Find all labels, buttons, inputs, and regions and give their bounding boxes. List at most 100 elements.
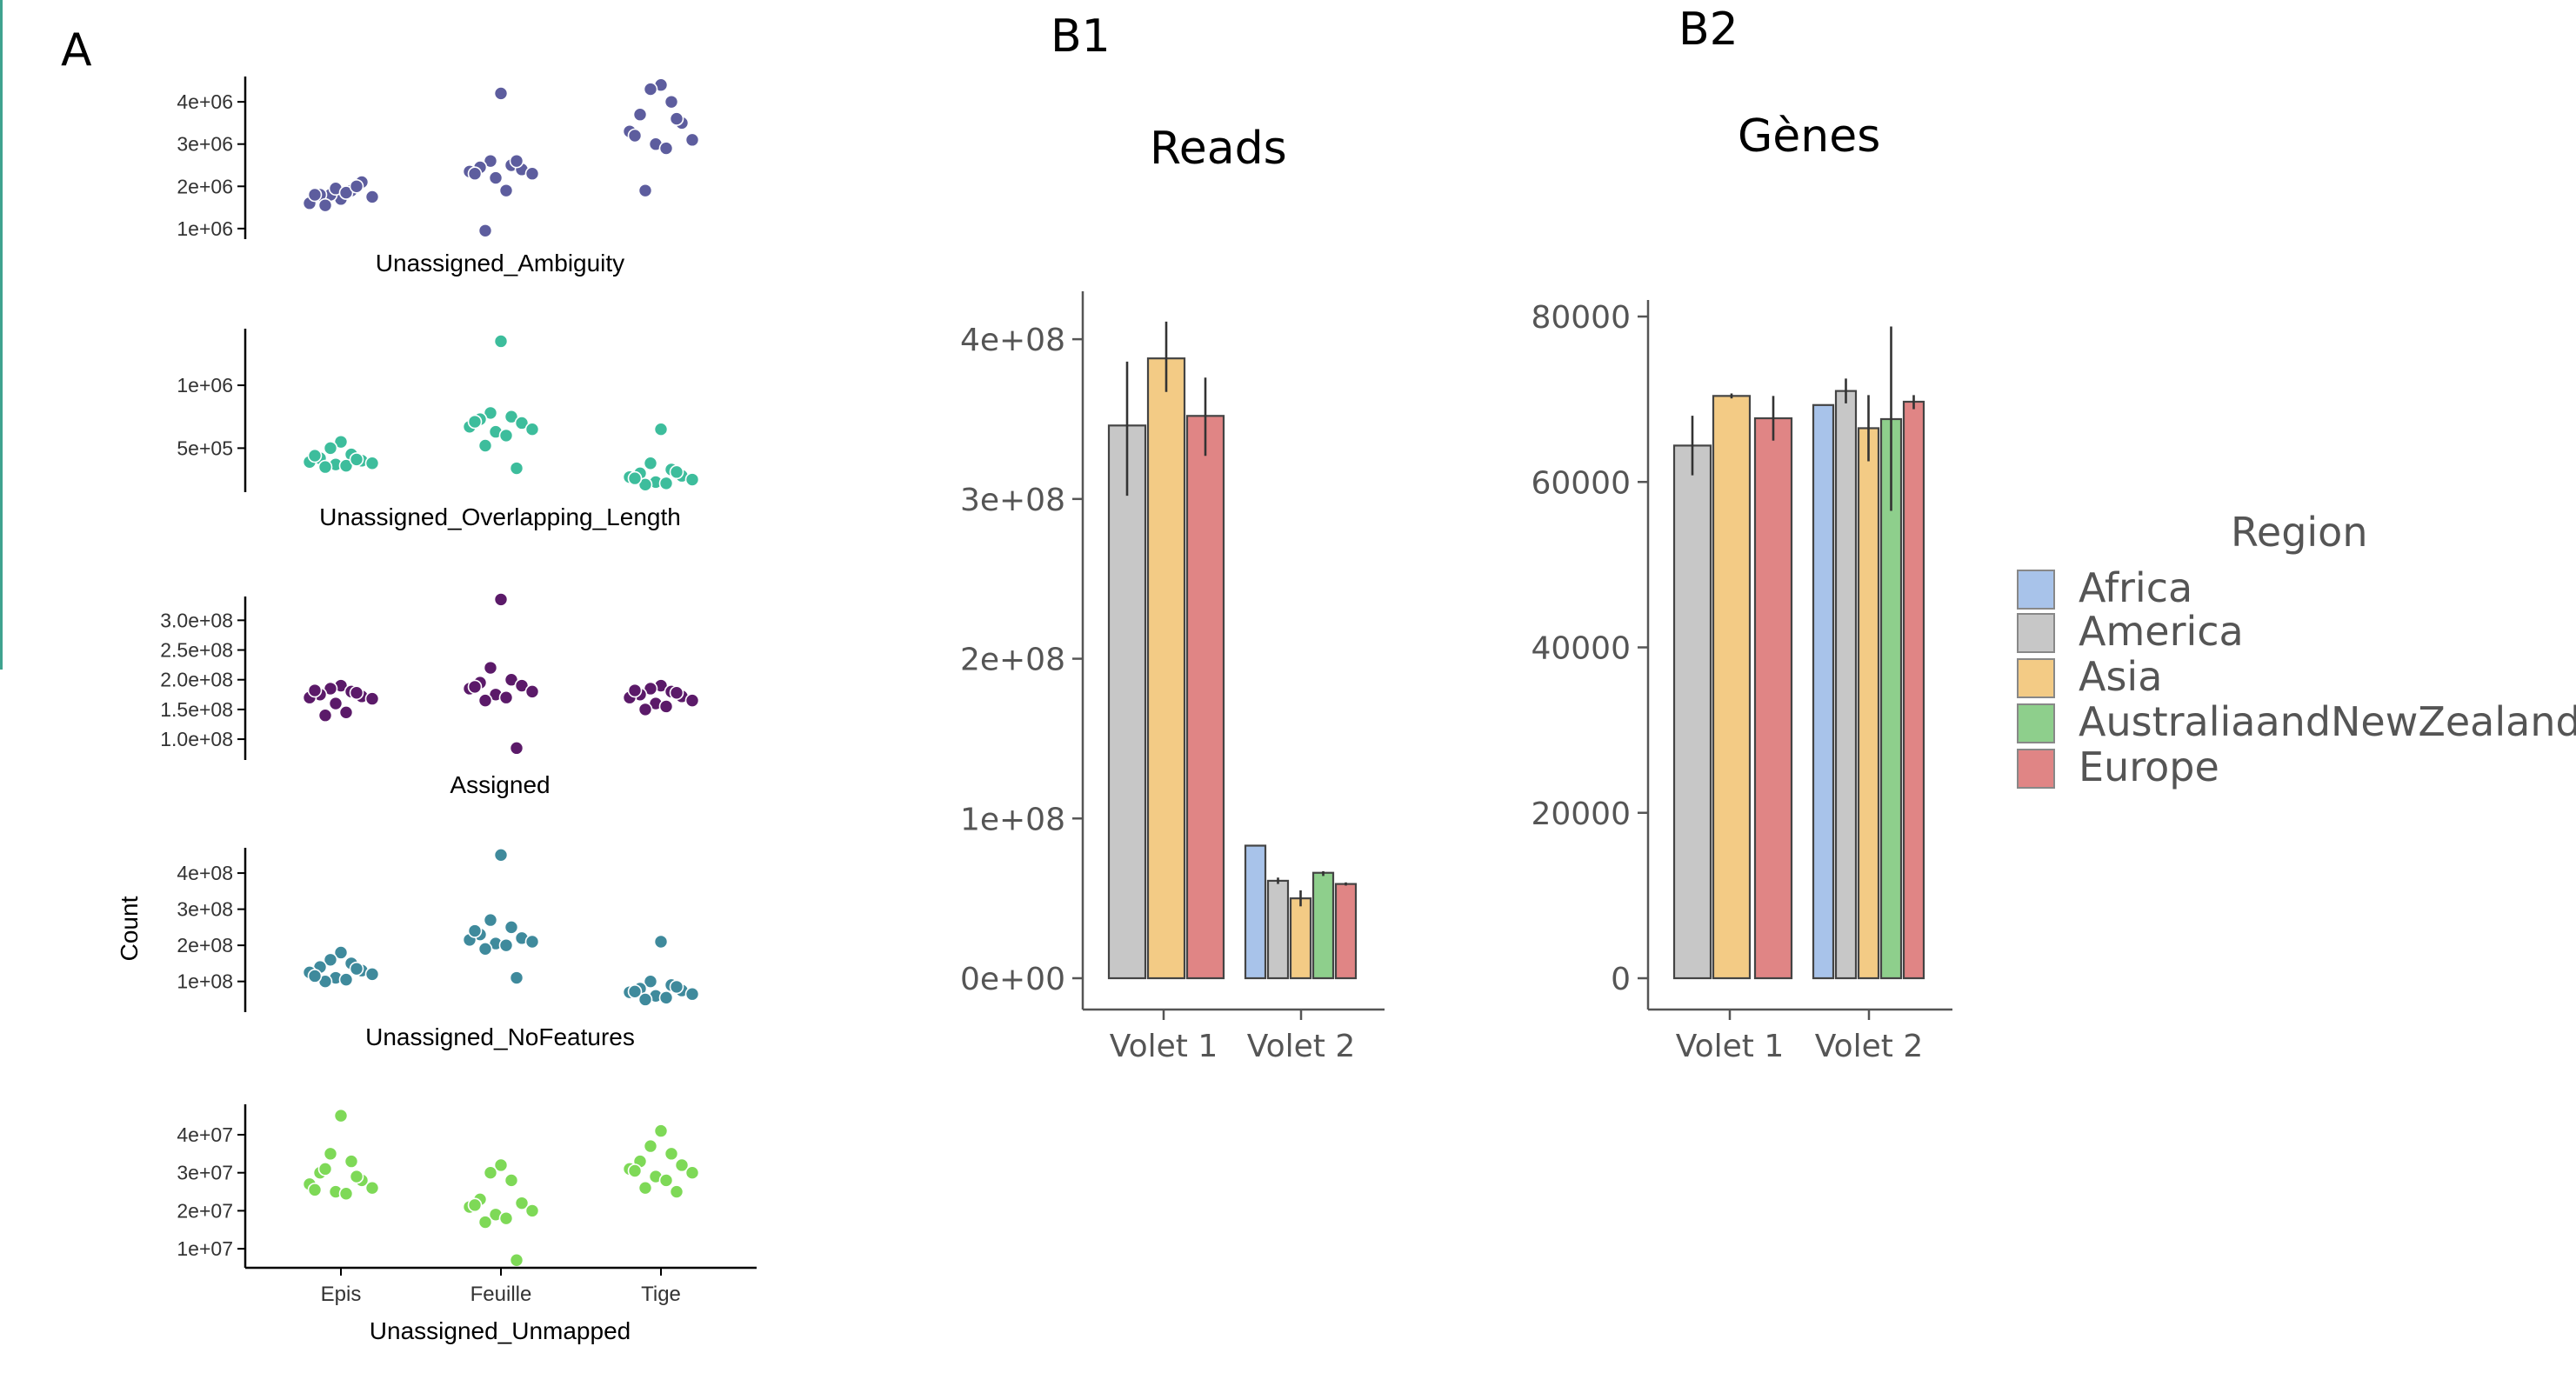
bar-chart-genes: 80000 60000 40000 20000 0 Volet 1 Volet 2 Gènes: [1531, 110, 1952, 1064]
y-tick-label: 2e+06: [177, 175, 233, 197]
data-point: [344, 1154, 359, 1169]
data-point: [684, 1165, 700, 1180]
data-point: [643, 456, 658, 471]
data-point: [684, 693, 700, 708]
data-point: [684, 132, 700, 148]
bar: [1834, 390, 1858, 980]
data-point: [498, 1210, 514, 1226]
data-point: [483, 405, 498, 421]
x-tick-label: Feuille: [470, 1283, 532, 1306]
data-point: [658, 141, 674, 156]
data-point: [323, 441, 338, 456]
data-point: [493, 848, 509, 863]
y-tick-label: 2e+07: [177, 1199, 233, 1222]
y-tick-label: 2e+08: [177, 934, 233, 956]
data-point: [498, 937, 514, 953]
legend: Region AfricaAmericaAsiaAustraliaandNewZe…: [2017, 509, 2576, 790]
data-point: [467, 1197, 483, 1213]
strip-title: Assigned: [450, 771, 550, 798]
data-point: [653, 1123, 669, 1138]
data-point: [307, 187, 323, 203]
data-point: [509, 741, 524, 756]
data-point: [669, 979, 684, 995]
data-point: [467, 679, 483, 695]
data-point: [317, 459, 333, 475]
strip-chart-3: 3.0e+08 2.5e+08 2.0e+08 1.5e+08 1.0e+08 Assig…: [160, 592, 700, 798]
panel-label-b1: B1: [1051, 10, 1111, 63]
data-point: [669, 685, 684, 701]
data-point: [323, 952, 338, 968]
data-point: [477, 942, 493, 956]
data-point: [323, 1146, 338, 1162]
x-tick-label: Epis: [321, 1283, 362, 1306]
y-tick-label: 1.0e+08: [160, 728, 233, 750]
data-point: [493, 1157, 509, 1173]
legend-swatch: [2017, 703, 2055, 743]
data-point: [483, 660, 498, 676]
y-tick-label: 60000: [1531, 465, 1631, 501]
data-point: [349, 961, 364, 976]
data-point: [307, 683, 323, 698]
data-point: [637, 183, 653, 198]
data-point: [317, 708, 333, 723]
data-point: [658, 990, 674, 1005]
data-point: [664, 94, 679, 110]
legend-item-africa: Africa: [2017, 564, 2192, 611]
strip-title: Unassigned_Ambiguity: [376, 250, 624, 277]
bar-chart-reads: 4e+08 3e+08 2e+08 1e+08 0e+00 Volet 1 Volet 2 R…: [960, 123, 1385, 1064]
data-point: [509, 461, 524, 476]
legend-swatch: [2017, 658, 2055, 698]
data-point: [637, 477, 653, 492]
data-point: [488, 170, 504, 185]
y-tick-label: 20000: [1531, 796, 1631, 832]
data-point: [627, 984, 643, 999]
bar: [1753, 417, 1793, 980]
y-tick-label: 2e+08: [960, 643, 1065, 678]
data-point: [483, 153, 498, 169]
data-point: [643, 82, 658, 97]
x-tick-label: Volet 2: [1247, 1029, 1355, 1064]
x-tick-label: Volet 1: [1110, 1029, 1218, 1064]
data-point: [509, 1252, 524, 1268]
data-point: [483, 1165, 498, 1180]
strip-chart-2: 1e+06 5e+05 Unassigned_Overlapping_Length: [177, 329, 700, 530]
data-point: [477, 1215, 493, 1230]
legend-swatch: [2017, 570, 2055, 610]
data-point: [333, 1108, 349, 1123]
data-point: [467, 166, 483, 182]
data-point: [627, 683, 643, 698]
y-tick-label: 4e+07: [177, 1123, 233, 1146]
y-tick-label: 1e+08: [177, 970, 233, 993]
bar: [1244, 844, 1267, 980]
chart-title: Gènes: [1738, 110, 1880, 163]
data-point: [477, 223, 493, 238]
strip-chart-4: 4e+08 3e+08 2e+08 1e+08 Unassigned_NoFeature…: [177, 848, 700, 1050]
strip-title: Unassigned_Unmapped: [370, 1317, 631, 1344]
data-point: [333, 945, 349, 960]
strip-title: Unassigned_Overlapping_Length: [319, 503, 681, 530]
data-point: [504, 1173, 519, 1188]
y-tick-label: 0e+00: [960, 962, 1065, 997]
strip-title: Unassigned_NoFeatures: [365, 1023, 635, 1050]
y-tick-label: 80000: [1531, 300, 1631, 336]
data-point: [684, 986, 700, 1002]
y-tick-label: 4e+08: [177, 862, 233, 884]
data-point: [627, 128, 643, 143]
legend-label: Europe: [2079, 743, 2219, 790]
data-point: [524, 934, 540, 950]
legend-swatch: [2017, 749, 2055, 789]
data-point: [477, 438, 493, 453]
data-point: [338, 972, 354, 987]
data-point: [333, 434, 349, 450]
data-point: [514, 1196, 530, 1210]
data-point: [524, 1203, 540, 1218]
data-point: [509, 153, 524, 169]
y-tick-label: 1.5e+08: [160, 698, 233, 721]
data-point: [658, 1173, 674, 1188]
data-point: [637, 1180, 653, 1196]
x-tick-label: Tige: [641, 1283, 681, 1306]
data-point: [684, 472, 700, 487]
data-point: [477, 693, 493, 708]
data-point: [338, 705, 354, 720]
data-point: [632, 107, 648, 123]
